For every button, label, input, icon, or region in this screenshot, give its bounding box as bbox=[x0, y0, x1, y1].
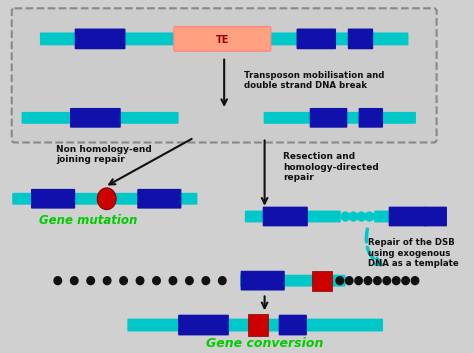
FancyBboxPatch shape bbox=[348, 29, 373, 49]
Text: Transposon mobilisation and
double strand DNA break: Transposon mobilisation and double stran… bbox=[244, 71, 384, 90]
FancyBboxPatch shape bbox=[22, 112, 179, 124]
FancyBboxPatch shape bbox=[174, 26, 271, 51]
Circle shape bbox=[87, 277, 94, 285]
FancyBboxPatch shape bbox=[12, 8, 437, 143]
Circle shape bbox=[349, 212, 358, 221]
Circle shape bbox=[411, 277, 419, 285]
Text: Gene mutation: Gene mutation bbox=[39, 214, 137, 227]
FancyBboxPatch shape bbox=[137, 189, 182, 209]
Circle shape bbox=[341, 212, 350, 221]
Circle shape bbox=[153, 277, 160, 285]
FancyBboxPatch shape bbox=[241, 271, 285, 291]
Circle shape bbox=[392, 277, 400, 285]
Bar bbox=[311, 271, 332, 291]
FancyBboxPatch shape bbox=[310, 108, 347, 128]
FancyArrowPatch shape bbox=[366, 229, 381, 265]
FancyBboxPatch shape bbox=[263, 207, 308, 226]
Circle shape bbox=[336, 277, 344, 285]
FancyBboxPatch shape bbox=[374, 211, 456, 222]
Circle shape bbox=[346, 277, 353, 285]
FancyBboxPatch shape bbox=[128, 319, 383, 331]
FancyBboxPatch shape bbox=[389, 207, 426, 226]
Circle shape bbox=[186, 277, 193, 285]
Circle shape bbox=[374, 277, 381, 285]
Circle shape bbox=[364, 277, 372, 285]
FancyBboxPatch shape bbox=[359, 108, 383, 128]
Circle shape bbox=[54, 277, 62, 285]
Circle shape bbox=[137, 277, 144, 285]
FancyBboxPatch shape bbox=[424, 207, 447, 226]
Text: Non homology-end
joining repair: Non homology-end joining repair bbox=[56, 145, 152, 164]
Circle shape bbox=[355, 277, 362, 285]
Circle shape bbox=[219, 277, 226, 285]
Circle shape bbox=[202, 277, 210, 285]
FancyBboxPatch shape bbox=[178, 315, 229, 335]
Text: Resection and
homology-directed
repair: Resection and homology-directed repair bbox=[283, 152, 379, 182]
FancyBboxPatch shape bbox=[240, 275, 346, 287]
Text: Repair of the DSB
using exogenous
DNA as a template: Repair of the DSB using exogenous DNA as… bbox=[368, 238, 459, 268]
Circle shape bbox=[71, 277, 78, 285]
Circle shape bbox=[357, 212, 365, 221]
FancyBboxPatch shape bbox=[279, 315, 307, 335]
Circle shape bbox=[365, 212, 374, 221]
FancyBboxPatch shape bbox=[40, 32, 409, 45]
FancyBboxPatch shape bbox=[264, 112, 416, 124]
FancyBboxPatch shape bbox=[245, 211, 341, 222]
Ellipse shape bbox=[97, 188, 116, 210]
Text: Gene conversion: Gene conversion bbox=[206, 337, 323, 350]
FancyBboxPatch shape bbox=[75, 29, 126, 49]
Text: TE: TE bbox=[216, 35, 229, 45]
Circle shape bbox=[373, 212, 382, 221]
Circle shape bbox=[383, 277, 391, 285]
Circle shape bbox=[120, 277, 128, 285]
FancyBboxPatch shape bbox=[31, 189, 75, 209]
FancyBboxPatch shape bbox=[70, 108, 121, 128]
FancyBboxPatch shape bbox=[12, 193, 197, 205]
Circle shape bbox=[402, 277, 410, 285]
Circle shape bbox=[103, 277, 111, 285]
Circle shape bbox=[169, 277, 177, 285]
Bar bbox=[248, 314, 268, 336]
FancyBboxPatch shape bbox=[297, 29, 336, 49]
